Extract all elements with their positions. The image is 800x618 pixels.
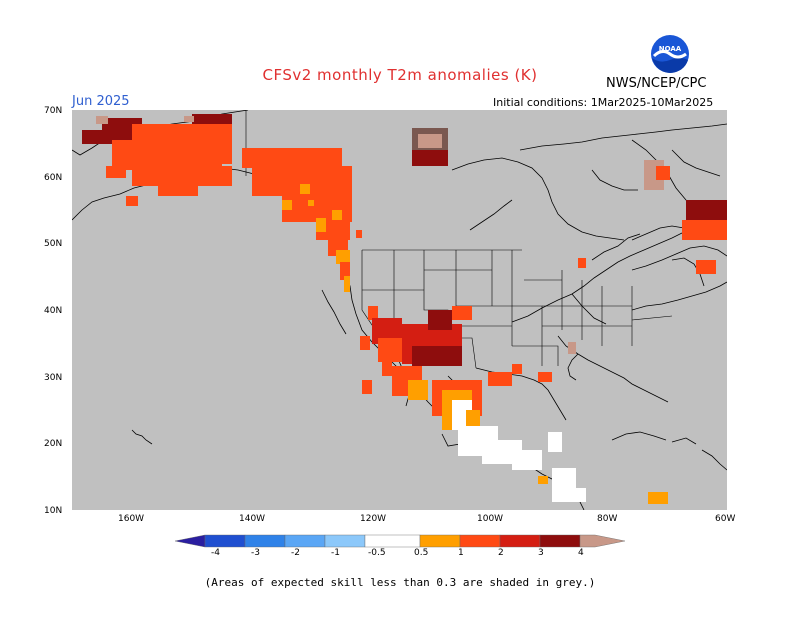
colorbar-label: -3 (251, 548, 260, 558)
colorbar-label: -4 (211, 548, 220, 558)
colorbar-label: -1 (331, 548, 340, 558)
map-title: CFSv2 monthly T2m anomalies (K) (262, 66, 538, 84)
colorbar-label: 2 (498, 548, 504, 558)
forecast-month: Jun 2025 (72, 94, 130, 109)
noaa-logo: NOAA (651, 35, 689, 73)
lat-label-40n: 40N (44, 306, 63, 316)
color-scale-bar (175, 534, 625, 548)
lon-label-120w: 120W (360, 514, 387, 524)
colorbar-min-arrow (175, 534, 206, 548)
colorbar-segment (324, 534, 366, 548)
colorbar-segment (284, 534, 326, 548)
colorbar-max-arrow (579, 534, 625, 548)
lat-label-50n: 50N (44, 239, 63, 249)
lon-label-140w: 140W (239, 514, 266, 524)
colorbar-segment (244, 534, 286, 548)
lon-label-60w: 60W (715, 514, 736, 524)
logo-text: NOAA (659, 45, 682, 53)
anomaly-cells (82, 114, 727, 504)
state-borders (245, 110, 673, 369)
colorbar-segment (204, 534, 246, 548)
colorbar-label: 3 (538, 548, 544, 558)
colorbar-label: 1 (458, 548, 464, 558)
colorbar-label: 4 (578, 548, 584, 558)
agency-label: NWS/NCEP/CPC (606, 76, 707, 91)
lat-label-60n: 60N (44, 173, 63, 183)
colorbar-segment (419, 534, 461, 548)
colorbar-segment (364, 534, 421, 548)
lat-label-10n: 10N (44, 506, 63, 516)
lon-label-100w: 100W (477, 514, 504, 524)
colorbar-label: -0.5 (368, 548, 386, 558)
anomaly-map (72, 110, 727, 510)
initial-conditions: Initial conditions: 1Mar2025-10Mar2025 (493, 96, 714, 109)
lon-label-160w: 160W (118, 514, 145, 524)
colorbar-segment (499, 534, 541, 548)
colorbar-segment (539, 534, 581, 548)
lat-label-70n: 70N (44, 106, 63, 116)
colorbar-segment (459, 534, 501, 548)
lat-label-30n: 30N (44, 373, 63, 383)
skill-footnote: (Areas of expected skill less than 0.3 a… (204, 576, 596, 589)
colorbar-label: -2 (291, 548, 300, 558)
colorbar-label: 0.5 (414, 548, 429, 558)
lon-label-80w: 80W (597, 514, 618, 524)
lat-label-20n: 20N (44, 439, 63, 449)
